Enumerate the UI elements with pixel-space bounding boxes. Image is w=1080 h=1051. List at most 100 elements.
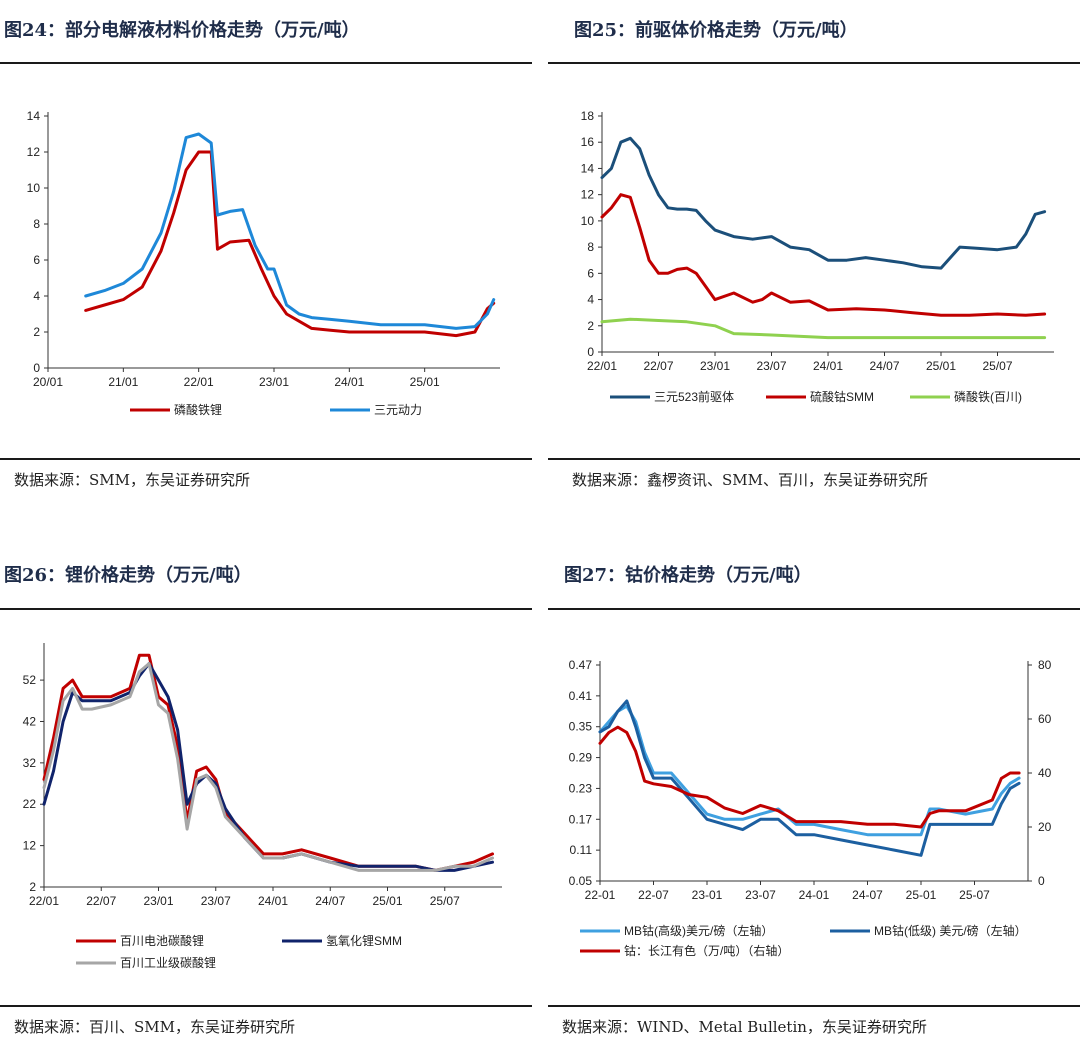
x-tick-label: 22/07 (643, 359, 673, 373)
legend-label: 磷酸铁(百川) (954, 389, 1022, 404)
series-line (600, 193, 1047, 317)
bottom-rule (0, 1005, 532, 1007)
series-line (600, 136, 1047, 270)
y-tick-label: 0.29 (569, 751, 593, 765)
y-tick-label: 12 (23, 839, 37, 853)
top-rule (0, 608, 532, 610)
y2-tick-label: 0 (1038, 874, 1045, 888)
y-tick-label: 2 (33, 325, 40, 339)
x-tick-label: 20/01 (33, 375, 63, 389)
series-line (600, 317, 1047, 340)
y-tick-label: 10 (581, 214, 595, 228)
y-tick-label: 6 (33, 253, 40, 267)
y-tick-label: 12 (27, 145, 41, 159)
y-tick-label: 22 (23, 797, 37, 811)
y-tick-label: 0 (33, 361, 40, 375)
y-tick-label: 18 (581, 109, 595, 123)
x-tick-label: 24/01 (813, 359, 843, 373)
y-tick-label: 14 (581, 161, 595, 175)
y-tick-label: 0.35 (569, 720, 593, 734)
figure-title: 图26：锂价格走势（万元/吨） (4, 565, 252, 586)
source-note: 数据来源：百川、SMM，东吴证券研究所 (14, 1018, 295, 1036)
x-tick-label: 25/07 (430, 894, 460, 908)
x-tick-label: 25-07 (959, 888, 990, 902)
x-tick-label: 23/01 (143, 894, 173, 908)
series-line (598, 699, 1021, 857)
legend-label: 硫酸钴SMM (810, 389, 874, 404)
y2-tick-label: 80 (1038, 658, 1052, 672)
x-tick-label: 24-07 (852, 888, 883, 902)
x-tick-label: 23/01 (259, 375, 289, 389)
top-rule (548, 608, 1080, 610)
x-tick-label: 23/07 (201, 894, 231, 908)
x-tick-label: 24/01 (334, 375, 364, 389)
y-tick-label: 0 (587, 345, 594, 359)
y-tick-label: 42 (23, 714, 37, 728)
y-tick-label: 8 (587, 240, 594, 254)
series-line (598, 725, 1021, 829)
legend-label: 百川电池碳酸锂 (120, 933, 204, 948)
panel-fig25: 图25：前驱体价格走势（万元/吨） 0 2 4 6 8 10 12 14 16 18 22/01 22… (548, 0, 1080, 510)
figure-title: 图27：钴价格走势（万元/吨） (564, 565, 812, 586)
x-tick-label: 21/01 (108, 375, 138, 389)
x-tick-label: 24-01 (799, 888, 830, 902)
x-tick-label: 22-01 (585, 888, 616, 902)
x-tick-label: 22/01 (29, 894, 59, 908)
figure-title: 图25：前驱体价格走势（万元/吨） (574, 20, 858, 41)
y-tick-label: 32 (23, 756, 37, 770)
source-note: 数据来源：鑫椤资讯、SMM、百川，东吴证券研究所 (572, 471, 928, 489)
y-tick-label: 0.41 (569, 689, 593, 703)
x-tick-label: 23/01 (700, 359, 730, 373)
x-tick-label: 24/07 (315, 894, 345, 908)
y-tick-label: 12 (581, 188, 595, 202)
chart-fig27: 0.05 0.11 0.17 0.23 0.29 0.35 0.41 0.47 0 20 40 60 8… (569, 658, 1052, 958)
x-tick-label: 25/01 (372, 894, 402, 908)
y2-tick-label: 20 (1038, 820, 1052, 834)
y2-tick-label: 60 (1038, 712, 1052, 726)
panel-fig26: 图26：锂价格走势（万元/吨） 2 12 22 32 42 52 22/01 22/07 23/… (0, 545, 532, 1051)
y-tick-label: 0.05 (569, 874, 593, 888)
y-tick-label: 4 (587, 293, 594, 307)
y-tick-label: 0.47 (569, 658, 593, 672)
source-note: 数据来源：WIND、Metal Bulletin，东吴证券研究所 (562, 1018, 927, 1036)
y-tick-label: 2 (29, 880, 36, 894)
bottom-rule (548, 458, 1080, 460)
y-tick-label: 6 (587, 266, 594, 280)
y-tick-label: 16 (581, 135, 595, 149)
x-tick-label: 23-01 (692, 888, 723, 902)
x-tick-label: 22/01 (587, 359, 617, 373)
x-tick-label: 22-07 (638, 888, 669, 902)
legend-label: MB钴(低级) 美元/磅（左轴） (874, 923, 1027, 938)
legend-label: MB钴(高级)美元/磅（左轴） (624, 923, 773, 938)
y-tick-label: 2 (587, 319, 594, 333)
y-tick-label: 8 (33, 217, 40, 231)
legend-label: 氢氧化锂SMM (326, 933, 402, 948)
series-line (84, 132, 496, 330)
y-tick-label: 52 (23, 673, 37, 687)
series-line (42, 662, 494, 872)
source-note: 数据来源：SMM，东吴证券研究所 (14, 471, 250, 489)
top-rule (548, 62, 1080, 64)
x-tick-label: 25/01 (926, 359, 956, 373)
panel-fig24: 图24：部分电解液材料价格走势（万元/吨） 0 2 4 6 8 10 12 14 20/01 21… (0, 0, 532, 510)
figure-title: 图24：部分电解液材料价格走势（万元/吨） (4, 20, 360, 41)
x-tick-label: 25/07 (982, 359, 1012, 373)
top-rule (0, 62, 532, 64)
legend-label: 磷酸铁锂 (174, 402, 222, 417)
x-tick-label: 24/07 (869, 359, 899, 373)
x-tick-label: 23-07 (745, 888, 776, 902)
y-tick-label: 0.11 (570, 843, 593, 857)
legend-label: 三元523前驱体 (654, 389, 734, 404)
x-tick-label: 22/07 (86, 894, 116, 908)
legend-label: 三元动力 (374, 403, 422, 417)
series-line (598, 704, 1021, 837)
chart-fig24: 0 2 4 6 8 10 12 14 20/01 21/01 22/01 23/01 24/01 25/0… (27, 109, 500, 417)
x-tick-label: 24/01 (258, 894, 288, 908)
y-tick-label: 0.17 (569, 812, 593, 826)
x-tick-label: 23/07 (756, 359, 786, 373)
bottom-rule (0, 458, 532, 460)
y-tick-label: 10 (27, 181, 41, 195)
x-tick-label: 25-01 (906, 888, 937, 902)
x-tick-label: 25/01 (410, 375, 440, 389)
legend-label: 钴：长江有色（万/吨）（右轴） (624, 943, 789, 958)
